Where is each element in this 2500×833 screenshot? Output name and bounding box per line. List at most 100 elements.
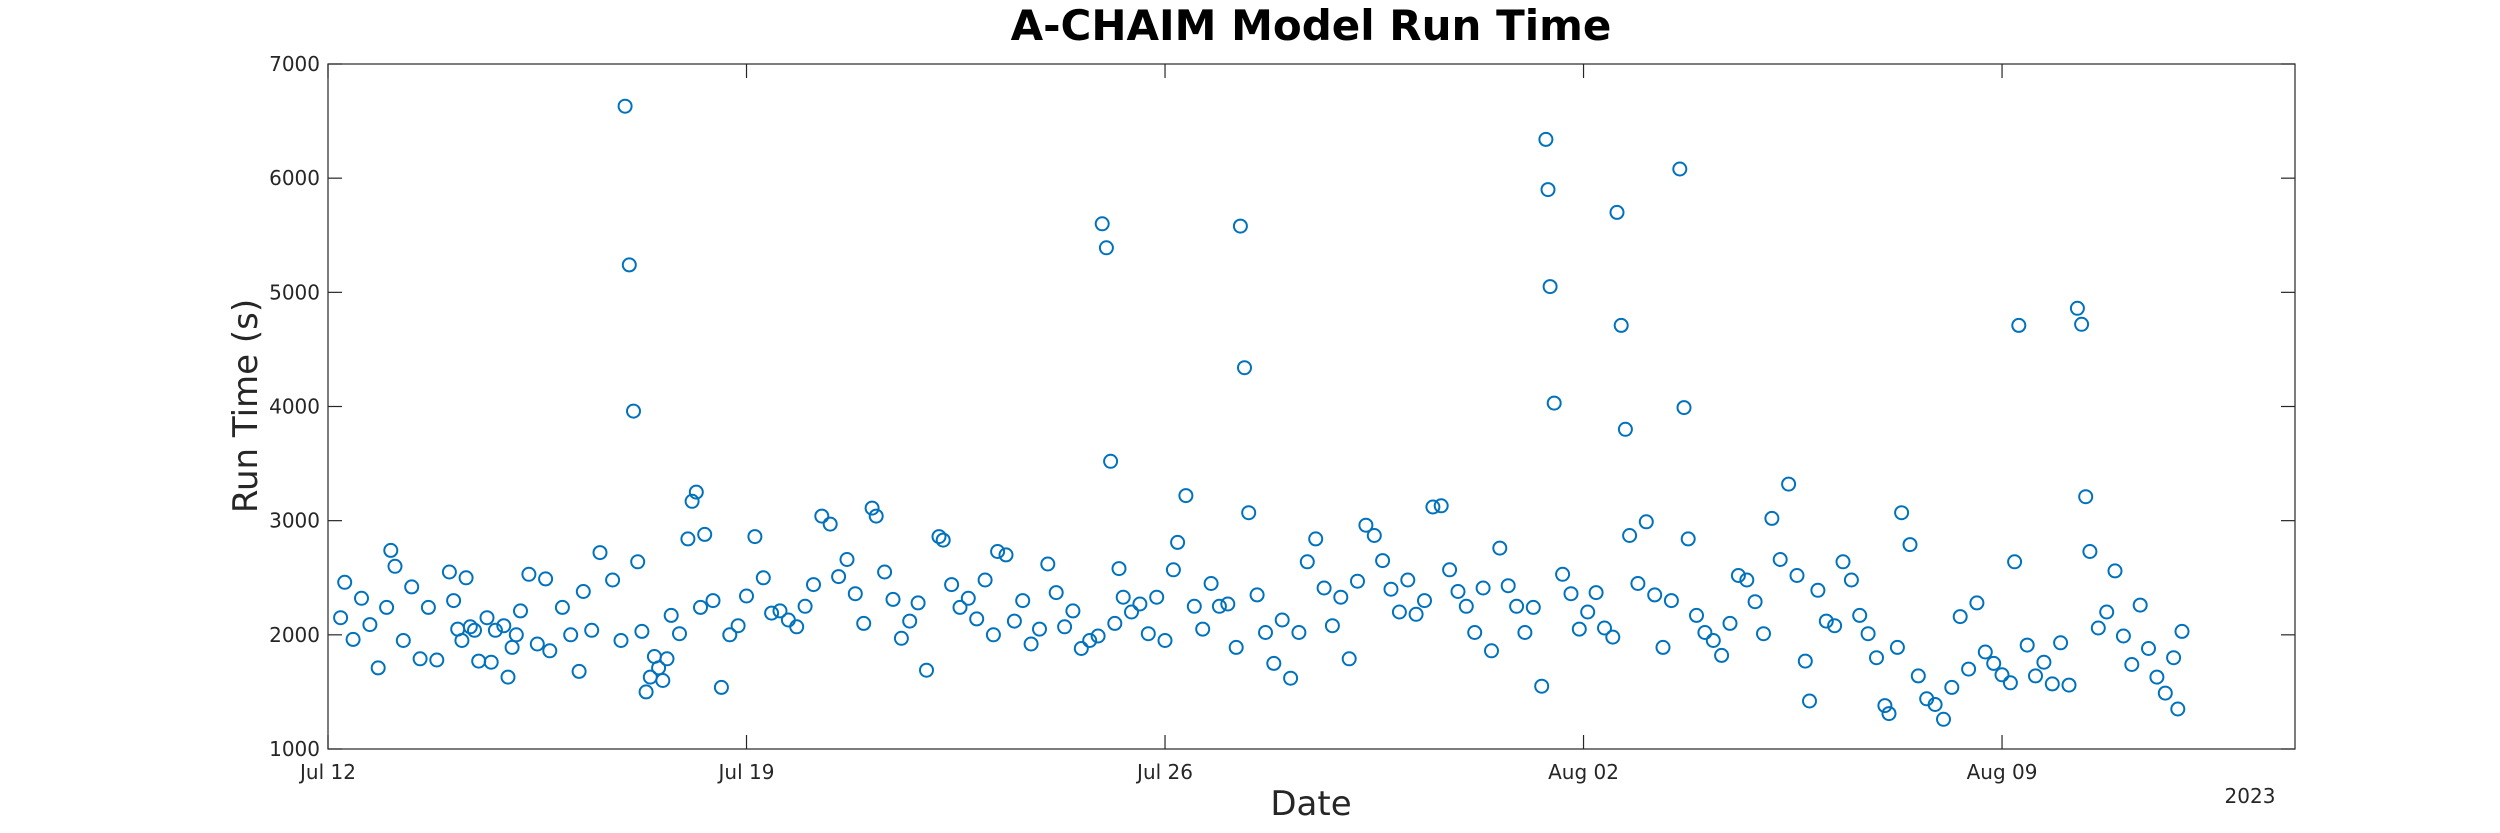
x-tick-label: Aug 02 [1548,760,1619,784]
data-point [354,590,369,606]
data-point [1391,604,1407,620]
data-point [663,607,679,623]
data-point [1676,400,1692,416]
data-point [1283,670,1299,686]
data-point [868,508,884,524]
data-point [864,500,880,516]
data-point [345,631,361,647]
data-point [831,569,847,585]
data-point [693,599,708,615]
data-point [1467,625,1483,640]
data-point [1747,594,1763,610]
x-axis-year-label: 2023 [2225,784,2276,808]
data-point [2036,654,2052,670]
data-point [1324,618,1340,634]
data-point [1705,633,1721,648]
data-point [412,651,428,667]
data-point [739,588,754,604]
data-point [2019,637,2035,653]
data-point [1597,620,1612,636]
data-points [333,98,2190,727]
data-point [1417,593,1432,609]
data-point [806,577,821,593]
data-point [379,599,395,615]
data-point [1789,568,1805,583]
data-point [1450,584,1466,599]
data-point [1881,706,1897,722]
data-point [458,570,474,586]
data-point [554,599,570,615]
data-point [885,591,901,607]
data-point [1299,554,1315,570]
data-point [1827,618,1843,634]
data-point [1132,596,1148,612]
axis-ticks: 1000 2000 3000 4000 5000 6000 7000 Jul 12 Jul 19… [269,52,2295,784]
x-tick-label: Jul 12 [298,760,356,784]
data-point [998,547,1014,563]
data-point [1484,643,1499,659]
data-point [797,598,813,614]
data-point [1165,562,1181,578]
data-point [952,599,968,615]
data-point [1797,653,1813,669]
x-tick-label: Aug 09 [1967,760,2038,784]
data-point [2061,677,2077,693]
data-point [931,529,947,545]
data-point [337,574,353,590]
data-point [1124,604,1139,620]
data-point [1032,621,1047,637]
data-point [1048,585,1064,601]
data-point [985,627,1001,643]
data-point [617,98,633,114]
data-point [1889,639,1905,655]
data-point [521,566,537,582]
data-point [1350,573,1365,589]
data-point [1517,625,1533,640]
data-point [910,595,926,611]
data-point [1571,621,1587,637]
data-point [542,643,558,659]
data-point [1425,499,1441,515]
data-point [1540,182,1556,198]
data-point [575,584,591,599]
y-tick-label: 1000 [269,737,320,761]
data-point [1375,553,1391,569]
data-point [2011,317,2027,333]
data-point [1308,531,1324,547]
data-point [1211,598,1227,614]
data-point [467,622,482,638]
data-point [684,493,700,509]
data-point [1065,603,1081,619]
data-point [1111,561,1127,577]
data-point [1672,161,1688,177]
data-point [1936,711,1951,727]
data-point [529,636,545,652]
data-point [1697,625,1713,640]
chart-title: A-CHAIM Model Run Time [1011,1,1612,50]
data-point [483,654,499,670]
data-point [2053,635,2069,651]
data-point [1258,625,1273,640]
y-tick-label: 4000 [269,395,320,419]
data-point [638,684,654,700]
x-tick-label: Jul 26 [1135,760,1193,784]
data-point [2069,300,2085,316]
data-point [1927,697,1943,712]
data-point [705,593,721,609]
data-point [1015,593,1031,609]
data-point [2007,554,2023,570]
data-point [454,633,470,648]
data-point [713,679,729,695]
data-point [404,579,420,595]
data-point [680,531,696,547]
data-point [1220,596,1236,612]
data-point [2149,669,2165,685]
data-point [1094,216,1110,232]
data-point [2090,620,2106,636]
data-point [1613,317,1629,333]
data-point [1237,360,1252,376]
data-point [1860,626,1876,642]
data-point [538,571,554,587]
data-point [1961,661,1977,677]
y-tick-label: 7000 [269,52,320,76]
